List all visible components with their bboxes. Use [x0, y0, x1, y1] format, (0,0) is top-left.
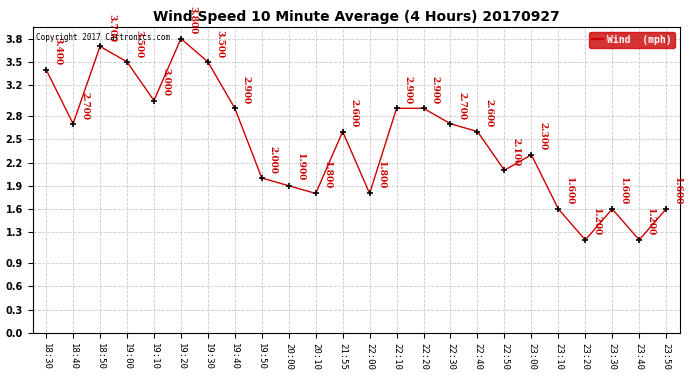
- Text: 2.900: 2.900: [404, 76, 413, 104]
- Text: 1.600: 1.600: [565, 177, 574, 205]
- Text: 2.700: 2.700: [80, 92, 89, 120]
- Text: 2.900: 2.900: [241, 76, 250, 104]
- Title: Wind Speed 10 Minute Average (4 Hours) 20170927: Wind Speed 10 Minute Average (4 Hours) 2…: [152, 10, 560, 24]
- Text: 2.600: 2.600: [484, 99, 493, 128]
- Text: 3.400: 3.400: [53, 37, 62, 65]
- Text: 2.600: 2.600: [350, 99, 359, 128]
- Text: 1.800: 1.800: [377, 161, 386, 189]
- Text: 2.700: 2.700: [457, 92, 466, 120]
- Text: 1.600: 1.600: [619, 177, 628, 205]
- Text: Copyright 2017 Cartronics.com: Copyright 2017 Cartronics.com: [36, 33, 170, 42]
- Text: 1.900: 1.900: [296, 153, 305, 182]
- Text: 2.000: 2.000: [268, 146, 278, 174]
- Text: 1.800: 1.800: [323, 161, 332, 189]
- Text: 2.300: 2.300: [538, 123, 547, 151]
- Text: 1.600: 1.600: [673, 177, 682, 205]
- Legend: Wind  (mph): Wind (mph): [589, 32, 675, 48]
- Text: 2.900: 2.900: [431, 76, 440, 104]
- Text: 1.200: 1.200: [592, 208, 601, 236]
- Text: 2.100: 2.100: [511, 138, 520, 166]
- Text: 3.800: 3.800: [188, 6, 197, 34]
- Text: 3.700: 3.700: [107, 14, 116, 42]
- Text: 3.000: 3.000: [161, 68, 170, 96]
- Text: 3.500: 3.500: [134, 30, 143, 58]
- Text: 1.200: 1.200: [646, 208, 655, 236]
- Text: 3.500: 3.500: [215, 30, 224, 58]
